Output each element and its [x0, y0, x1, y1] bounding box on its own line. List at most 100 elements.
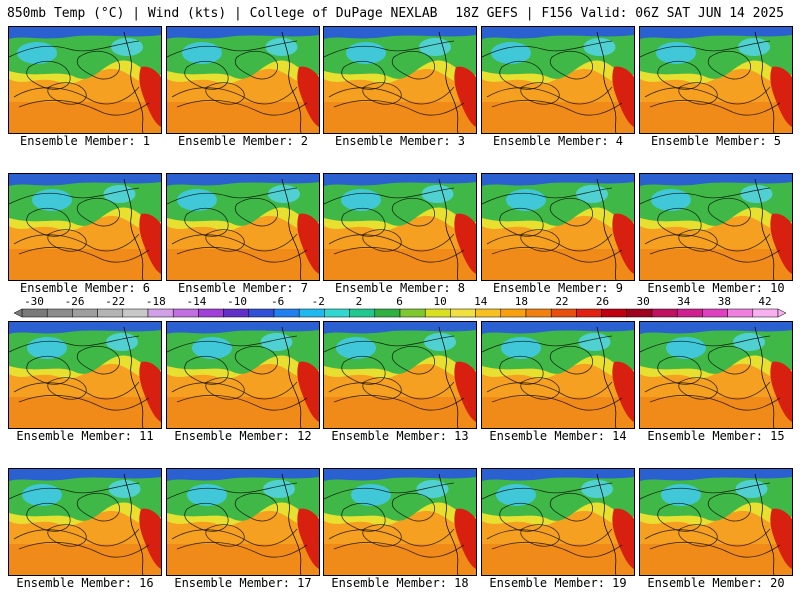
ensemble-member-label: Ensemble Member: 9 — [492, 281, 624, 295]
colorbar-swatch — [576, 308, 602, 318]
colorbar-tick: -10 — [227, 295, 247, 308]
temperature-map — [324, 174, 476, 280]
ensemble-map-panel — [639, 321, 793, 429]
colorbar-swatch — [147, 308, 174, 318]
colorbar-tick: -14 — [186, 295, 207, 308]
colorbar-tick: 22 — [555, 295, 569, 308]
ensemble-map-panel — [166, 26, 320, 134]
temperature-map — [167, 469, 319, 575]
temperature-map — [482, 469, 634, 575]
colorbar-swatch — [525, 308, 552, 318]
temperature-map — [167, 322, 319, 428]
ensemble-member-label: Ensemble Member: 11 — [16, 429, 154, 443]
ensemble-member-label: Ensemble Member: 16 — [16, 576, 154, 590]
colorbar-swatch — [349, 308, 376, 318]
colorbar-tick: 26 — [595, 295, 610, 308]
ensemble-map-panel — [481, 26, 635, 134]
colorbar-swatch — [702, 308, 728, 318]
temperature-colorbar — [14, 308, 786, 318]
temperature-map — [640, 27, 792, 133]
temperature-map — [482, 322, 634, 428]
ensemble-member-label: Ensemble Member: 17 — [174, 576, 312, 590]
ensemble-member-label: Ensemble Member: 20 — [647, 576, 785, 590]
temperature-map — [324, 322, 476, 428]
ensemble-map-panel — [323, 26, 477, 134]
ensemble-map-panel — [8, 173, 162, 281]
ensemble-map-panel — [639, 26, 793, 134]
colorbar-tick: 42 — [758, 295, 772, 308]
colorbar-tick: 10 — [433, 295, 447, 308]
map-title: 850mb Temp (°C) | Wind (kts) | College o… — [7, 6, 438, 21]
ensemble-map-panel — [8, 321, 162, 429]
temperature-map — [640, 322, 792, 428]
colorbar-swatch — [374, 308, 401, 318]
colorbar-swatch — [651, 308, 678, 318]
colorbar-swatch — [198, 308, 224, 318]
ensemble-map-panel — [166, 173, 320, 281]
ensemble-member-label: Ensemble Member: 14 — [489, 429, 627, 443]
colorbar-left-arrow — [14, 308, 23, 318]
temperature-map — [9, 469, 161, 575]
colorbar-tick: 6 — [396, 295, 403, 308]
temperature-map — [167, 174, 319, 280]
ensemble-member-label: Ensemble Member: 15 — [647, 429, 785, 443]
colorbar-tick: -22 — [105, 295, 126, 308]
temperature-map — [640, 174, 792, 280]
ensemble-map-panel — [481, 173, 635, 281]
colorbar-tick: 18 — [514, 295, 528, 308]
ensemble-map-panel — [166, 468, 320, 576]
ensemble-map-panel — [481, 321, 635, 429]
temperature-map — [640, 469, 792, 575]
colorbar-swatch — [450, 308, 476, 318]
ensemble-map-panel — [8, 26, 162, 134]
temperature-map — [9, 322, 161, 428]
colorbar-swatch — [122, 308, 149, 318]
temperature-map — [9, 27, 161, 133]
colorbar-tick: -2 — [311, 295, 325, 308]
temperature-map — [324, 27, 476, 133]
ensemble-member-label: Ensemble Member: 13 — [331, 429, 469, 443]
ensemble-member-label: Ensemble Member: 6 — [19, 281, 151, 295]
ensemble-map-panel — [639, 468, 793, 576]
colorbar-swatch — [626, 308, 653, 318]
valid-time-label: 18Z GEFS | F156 Valid: 06Z SAT JUN 14 20… — [455, 6, 784, 21]
temperature-map — [482, 174, 634, 280]
colorbar-swatch — [298, 308, 325, 318]
ensemble-member-label: Ensemble Member: 4 — [492, 134, 624, 148]
colorbar-swatch — [500, 308, 527, 318]
ensemble-map-panel — [166, 321, 320, 429]
colorbar-swatch — [424, 308, 451, 318]
colorbar-swatch — [676, 308, 703, 318]
ensemble-member-label: Ensemble Member: 3 — [334, 134, 466, 148]
colorbar-tick: 14 — [474, 295, 488, 308]
colorbar-swatch — [248, 308, 275, 318]
colorbar-tick: 34 — [677, 295, 691, 308]
colorbar-swatch — [727, 308, 754, 318]
colorbar-swatch — [46, 308, 73, 318]
colorbar-swatch — [72, 308, 98, 318]
ensemble-map-panel — [481, 468, 635, 576]
temperature-map — [324, 469, 476, 575]
ensemble-member-label: Ensemble Member: 1 — [19, 134, 151, 148]
colorbar-right-arrow — [777, 308, 786, 318]
colorbar-swatch — [97, 308, 124, 318]
ensemble-map-panel — [323, 321, 477, 429]
temperature-map — [167, 27, 319, 133]
colorbar-swatch — [475, 308, 502, 318]
ensemble-member-label: Ensemble Member: 2 — [177, 134, 309, 148]
ensemble-map-panel — [8, 468, 162, 576]
colorbar-tick: -6 — [271, 295, 285, 308]
temperature-map — [482, 27, 634, 133]
colorbar-swatch — [273, 308, 300, 318]
ensemble-map-panel — [323, 468, 477, 576]
ensemble-member-label: Ensemble Member: 12 — [174, 429, 312, 443]
ensemble-member-label: Ensemble Member: 7 — [177, 281, 309, 295]
colorbar-tick: -26 — [64, 295, 85, 308]
colorbar-tick: -18 — [145, 295, 166, 308]
colorbar-swatch — [223, 308, 250, 318]
colorbar-tick: 38 — [717, 295, 731, 308]
colorbar-swatch — [172, 308, 199, 318]
colorbar-tick: 30 — [636, 295, 650, 308]
colorbar-tick: -30 — [24, 295, 44, 308]
ensemble-map-panel — [323, 173, 477, 281]
